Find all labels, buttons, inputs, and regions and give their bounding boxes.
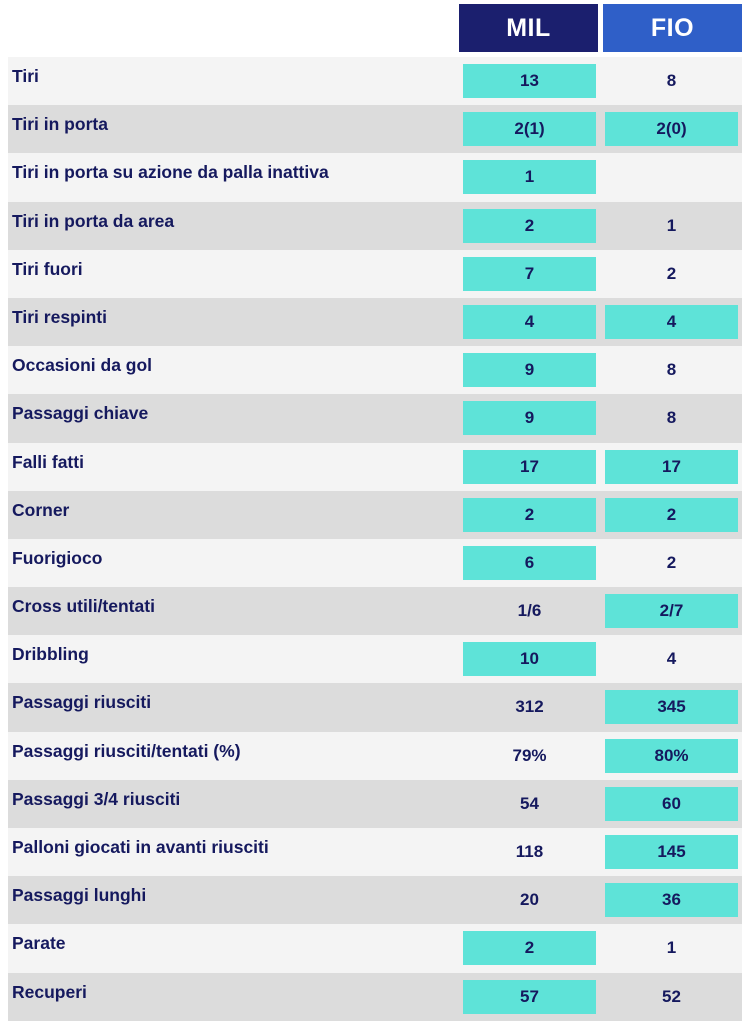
table-row: Passaggi lunghi 20 36 bbox=[8, 876, 742, 925]
home-value: 4 bbox=[463, 304, 596, 339]
stat-label: Fuorigioco bbox=[12, 547, 103, 568]
stat-label: Tiri in porta su azione da palla inattiv… bbox=[12, 162, 329, 183]
stat-label: Tiri respinti bbox=[12, 306, 107, 327]
table-row: Tiri respinti 4 4 bbox=[8, 297, 742, 347]
table-row: Passaggi riusciti/tentati (%) 79% 80% bbox=[8, 731, 742, 780]
away-value: 17 bbox=[605, 449, 738, 484]
table-row: Cross utili/tentati 1/6 2/7 bbox=[8, 587, 742, 636]
away-value: 145 bbox=[605, 835, 738, 869]
table-row: Tiri in porta 2(1) 2(0) bbox=[8, 105, 742, 154]
stat-label: Corner bbox=[12, 499, 70, 520]
stat-label: Tiri bbox=[12, 66, 39, 86]
stat-label: Passaggi 3/4 riusciti bbox=[12, 788, 181, 809]
home-value: 9 bbox=[463, 401, 596, 436]
stat-label: Passaggi chiave bbox=[12, 403, 149, 424]
stat-label: Falli fatti bbox=[12, 451, 84, 472]
table-row: Fuorigioco 6 2 bbox=[8, 538, 742, 588]
table-row: Passaggi riusciti 312 345 bbox=[8, 683, 742, 732]
away-value: 345 bbox=[605, 690, 738, 725]
home-value: 2 bbox=[463, 931, 596, 966]
home-value: 79% bbox=[512, 745, 547, 765]
away-value: 2 bbox=[666, 263, 677, 283]
table-row: Passaggi chiave 9 8 bbox=[8, 394, 742, 443]
stat-label: Tiri fuori bbox=[12, 258, 83, 279]
home-value: 2 bbox=[463, 208, 596, 243]
stats-table: Tiri 13 8 Tiri in porta 2(1) 2(0) Tiri in port… bbox=[8, 57, 742, 1021]
away-value: 2 bbox=[605, 497, 738, 532]
away-value: 1 bbox=[666, 938, 677, 958]
table-row: Tiri fuori 7 2 bbox=[8, 249, 742, 298]
away-value: 80% bbox=[605, 738, 738, 773]
home-value: 2 bbox=[463, 497, 596, 532]
home-value: 54 bbox=[520, 793, 539, 813]
table-row: Tiri in porta da area 2 1 bbox=[8, 201, 742, 250]
table-row: Passaggi 3/4 riusciti 54 60 bbox=[8, 779, 742, 828]
stat-label: Tiri in porta da area bbox=[12, 210, 175, 231]
home-value: 17 bbox=[463, 449, 596, 484]
stat-label: Occasioni da gol bbox=[12, 355, 153, 376]
home-value: 10 bbox=[463, 642, 596, 677]
away-value: 2 bbox=[666, 552, 677, 572]
away-value: 8 bbox=[666, 71, 677, 90]
away-value: 8 bbox=[666, 408, 677, 428]
table-row: Recuperi 57 52 bbox=[8, 972, 742, 1021]
table-row: Dribbling 10 4 bbox=[8, 635, 742, 684]
table-row: Tiri in porta su azione da palla inattiv… bbox=[8, 153, 742, 202]
stat-label: Recuperi bbox=[12, 981, 87, 1002]
home-value: 118 bbox=[515, 842, 544, 861]
home-value: 57 bbox=[463, 979, 596, 1014]
stat-label: Palloni giocati in avanti riusciti bbox=[12, 837, 269, 857]
table-header: MIL FIO bbox=[0, 4, 747, 52]
home-value: 9 bbox=[463, 353, 596, 388]
stat-label: Dribbling bbox=[12, 644, 89, 665]
table-row: Parate 2 1 bbox=[8, 924, 742, 973]
home-value: 6 bbox=[463, 545, 596, 580]
home-team-header: MIL bbox=[459, 4, 598, 52]
stat-label: Passaggi riusciti bbox=[12, 692, 152, 713]
stat-label: Passaggi riusciti/tentati (%) bbox=[12, 740, 241, 761]
stat-label: Cross utili/tentati bbox=[12, 596, 155, 617]
away-value: 1 bbox=[666, 215, 677, 235]
home-value: 13 bbox=[463, 64, 596, 98]
away-value: 4 bbox=[666, 649, 677, 669]
away-value: 36 bbox=[605, 883, 738, 918]
home-value: 312 bbox=[515, 697, 544, 717]
table-row: Occasioni da gol 9 8 bbox=[8, 346, 742, 395]
away-team-header: FIO bbox=[603, 4, 742, 52]
away-value: 52 bbox=[662, 986, 681, 1006]
home-value: 7 bbox=[463, 256, 596, 291]
stat-label: Passaggi lunghi bbox=[12, 885, 147, 906]
away-value: 4 bbox=[605, 304, 738, 339]
stat-label: Parate bbox=[12, 933, 66, 954]
away-value: 8 bbox=[666, 360, 677, 380]
home-value: 2(1) bbox=[463, 112, 596, 147]
stat-label: Tiri in porta bbox=[12, 114, 108, 135]
table-row: Tiri 13 8 bbox=[8, 57, 742, 106]
home-value: 1 bbox=[463, 160, 596, 195]
home-value: 20 bbox=[520, 890, 539, 910]
away-value: 2(0) bbox=[605, 112, 738, 147]
table-row: Palloni giocati in avanti riusciti 118 145 bbox=[8, 828, 742, 877]
away-value: 2/7 bbox=[605, 594, 738, 629]
away-value: 60 bbox=[605, 786, 738, 821]
away-value bbox=[605, 160, 738, 194]
home-value: 1/6 bbox=[517, 601, 542, 621]
table-row: Falli fatti 17 17 bbox=[8, 442, 742, 491]
table-row: Corner 2 2 bbox=[8, 490, 742, 539]
